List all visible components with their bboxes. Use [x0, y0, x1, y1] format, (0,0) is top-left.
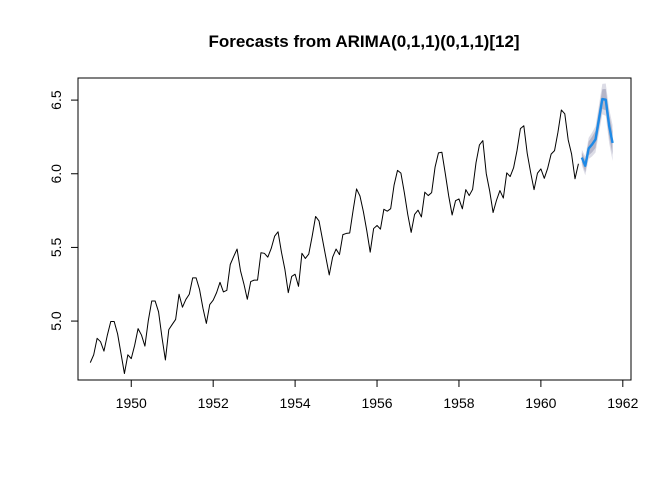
y-tick-label: 6.0 — [48, 164, 64, 184]
y-tick-label: 6.5 — [48, 90, 64, 110]
x-tick-label: 1958 — [443, 395, 474, 411]
y-axis: 5.0 5.5 6.0 6.5 — [48, 90, 79, 331]
observed-series-line — [89, 109, 579, 375]
x-axis: 1950 1952 1954 1956 1958 1960 1962 — [116, 379, 639, 411]
x-tick-label: 1962 — [607, 395, 638, 411]
y-tick-label: 5.0 — [48, 311, 64, 331]
x-tick-label: 1956 — [361, 395, 392, 411]
series-lines — [89, 97, 614, 375]
forecast-line — [580, 97, 614, 168]
y-tick-label: 5.5 — [48, 237, 64, 257]
x-tick-label: 1954 — [280, 395, 311, 411]
plot-area-frame — [77, 77, 632, 381]
x-tick-label: 1950 — [116, 395, 147, 411]
chart-title: Forecasts from ARIMA(0,1,1)(0,1,1)[12] — [208, 32, 519, 51]
x-tick-label: 1952 — [198, 395, 229, 411]
x-tick-label: 1960 — [525, 395, 556, 411]
